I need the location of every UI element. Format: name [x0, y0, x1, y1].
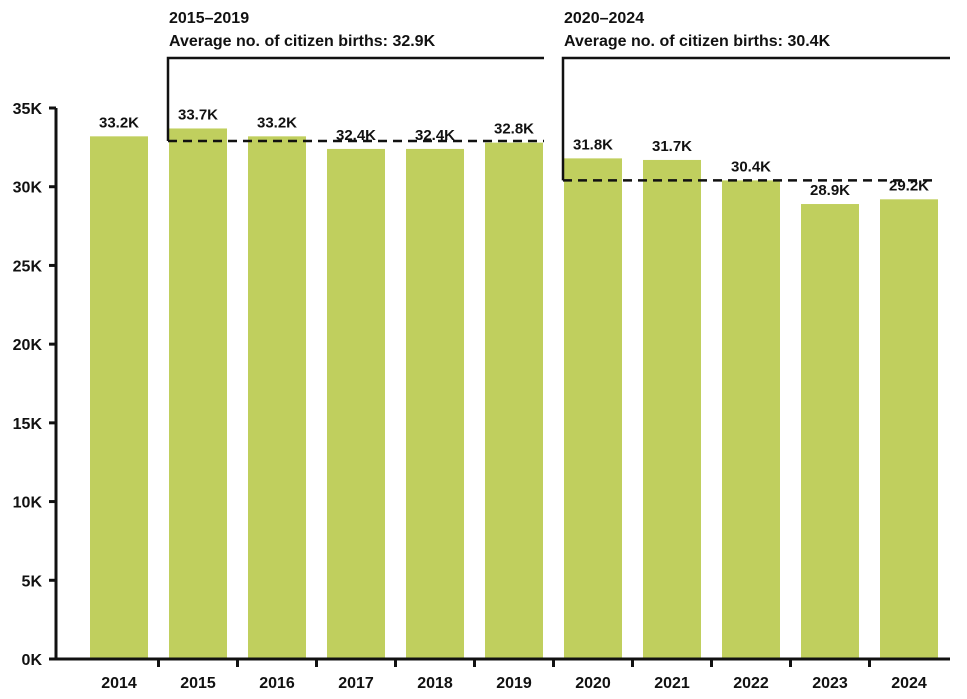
data-label-2021: 31.7K: [652, 138, 692, 155]
data-label-2017: 32.4K: [336, 127, 376, 144]
data-labels-group: 33.2K 33.7K 33.2K 32.4K 32.4K 32.8K 31.8K 31.7K…: [99, 106, 929, 199]
data-label-2014: 33.2K: [99, 114, 139, 131]
data-label-2022: 30.4K: [731, 158, 771, 175]
bar-2022: [722, 180, 780, 659]
bar-2023: [801, 204, 859, 659]
x-tick-label-2021: 2021: [654, 675, 690, 692]
annotation-period-1: 2015–2019: [169, 10, 249, 27]
y-tick-label-35K: 35K: [13, 101, 43, 118]
data-label-2015: 33.7K: [178, 106, 218, 123]
data-label-2016: 33.2K: [257, 114, 297, 131]
axes-group: 0K 5K 10K 15K 20K 25K 30K 35K 2014 2015 2016 2017 20…: [13, 101, 950, 692]
bar-2017: [327, 148, 385, 659]
annotation-text-1: Average no. of citizen births: 32.9K: [169, 33, 436, 50]
y-tick-label-0K: 0K: [22, 652, 43, 669]
y-tick-label-5K: 5K: [22, 573, 43, 590]
bar-2020: [564, 158, 622, 659]
x-tick-label-2020: 2020: [575, 675, 611, 692]
data-label-2019: 32.8K: [494, 121, 534, 138]
annotation-period-2: 2020–2024: [564, 10, 644, 27]
annotation-text-2: Average no. of citizen births: 30.4K: [564, 33, 831, 50]
x-tick-label-2023: 2023: [812, 675, 848, 692]
bar-2016: [248, 136, 306, 659]
annotation-bracket-2: [561, 56, 950, 181]
annotation-bracket-1: [166, 56, 544, 142]
data-label-2020: 31.8K: [573, 136, 613, 153]
bar-2018: [406, 148, 464, 659]
annotations-group: 2015–2019 Average no. of citizen births: …: [166, 10, 950, 182]
y-tick-label-20K: 20K: [13, 337, 43, 354]
bars-group: [90, 128, 938, 660]
x-tick-label-2024: 2024: [891, 675, 927, 692]
bar-2021: [643, 159, 701, 660]
x-tick-label-2018: 2018: [417, 675, 453, 692]
y-tick-label-30K: 30K: [13, 180, 43, 197]
x-tick-label-2022: 2022: [733, 675, 769, 692]
y-tick-label-15K: 15K: [13, 416, 43, 433]
y-tick-label-10K: 10K: [13, 495, 43, 512]
x-tick-label-2016: 2016: [259, 675, 295, 692]
x-tick-label-2019: 2019: [496, 675, 532, 692]
bar-2024: [880, 199, 938, 659]
x-tick-label-2015: 2015: [180, 675, 216, 692]
x-tick-label-2017: 2017: [338, 675, 374, 692]
bar-2014: [90, 136, 148, 659]
y-tick-label-25K: 25K: [13, 258, 43, 275]
bar-2019: [485, 142, 543, 660]
x-tick-label-2014: 2014: [101, 675, 137, 692]
bar-2015: [169, 128, 227, 660]
data-label-2018: 32.4K: [415, 127, 455, 144]
data-label-2023: 28.9K: [810, 182, 850, 199]
